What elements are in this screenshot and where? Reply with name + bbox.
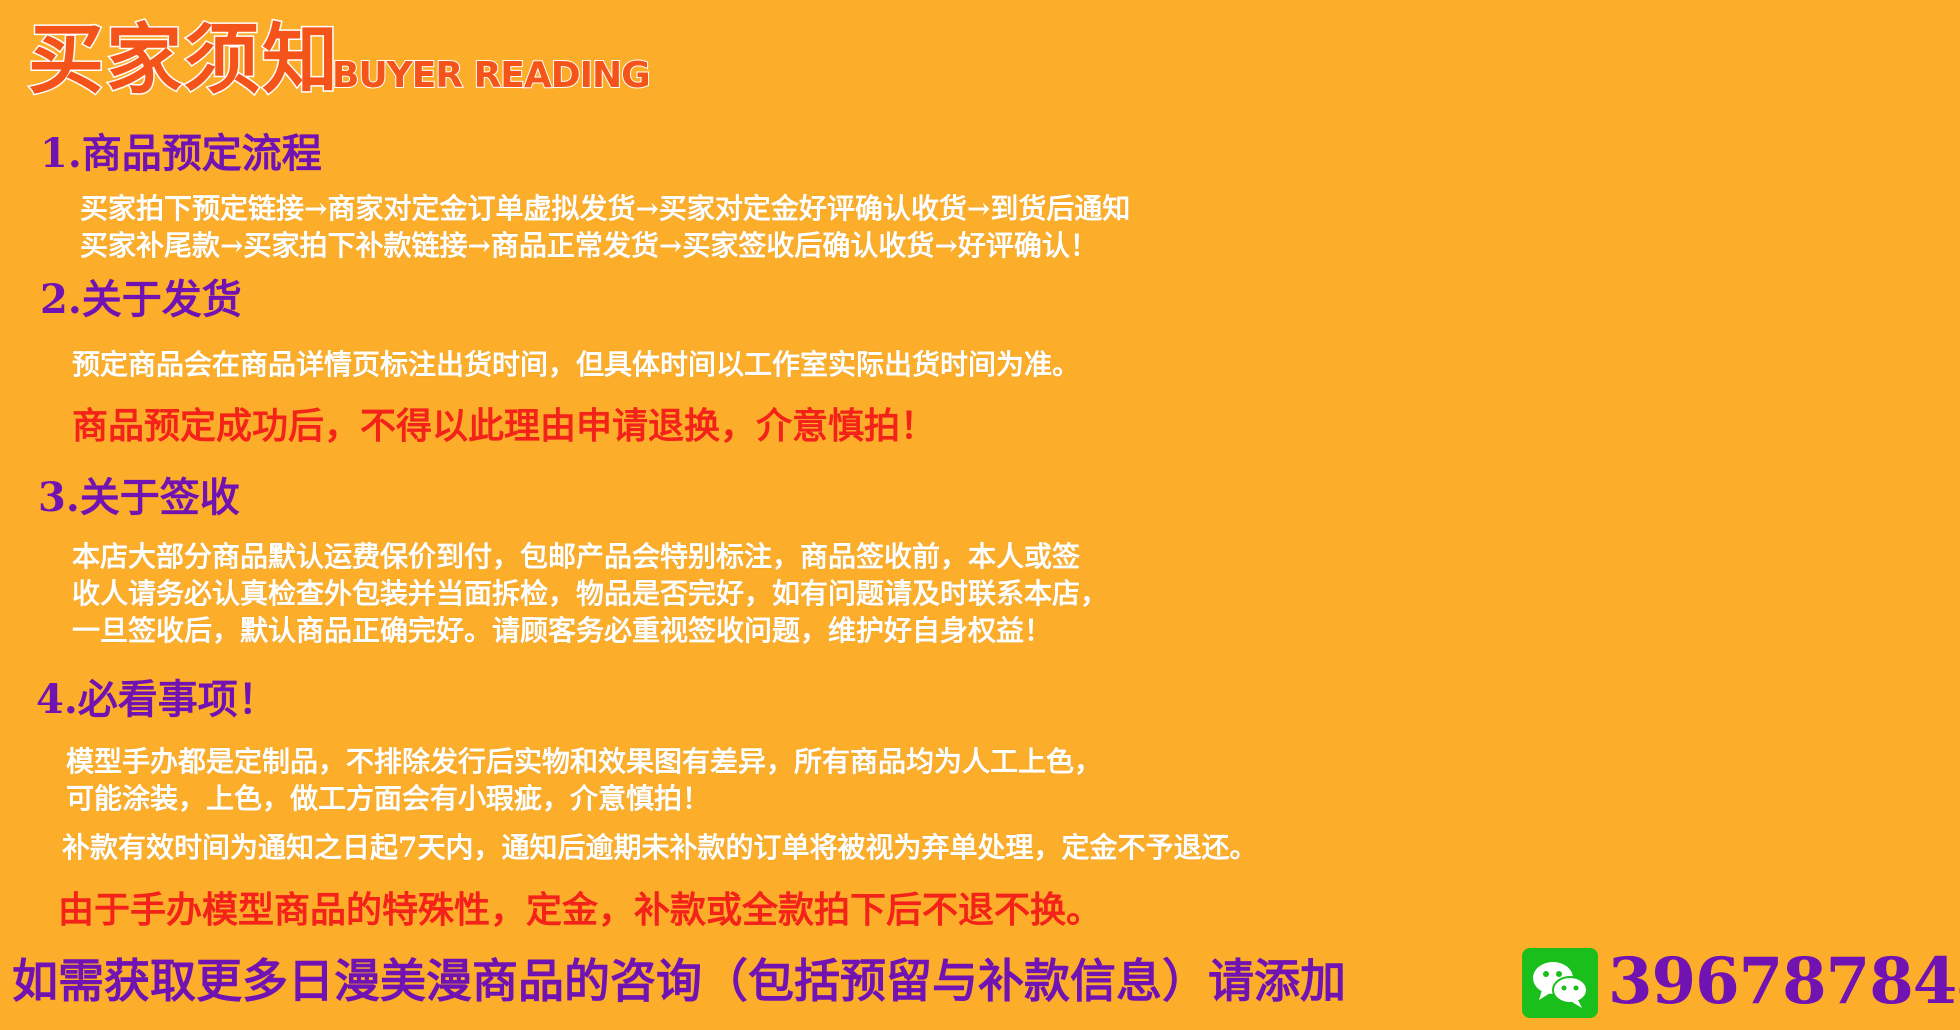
section-1-line-2: 买家补尾款→买家拍下补款链接→商品正常发货→买家签收后确认收货→好评确认！	[80, 229, 1098, 262]
page-title: 买家须知	[27, 15, 340, 104]
section-4-line-1: 模型手办都是定制品，不排除发行后实物和效果图有差异，所有商品均为人工上色，	[66, 745, 1103, 778]
wechat-icon	[1522, 948, 1598, 1018]
section-2-warning: 商品预定成功后，不得以此理由申请退换，介意慎拍！	[72, 405, 937, 447]
section-3-heading: 3.关于签收	[38, 474, 240, 521]
contact-number: 396787848	[1608, 944, 1960, 1019]
section-4-line-3: 补款有效时间为通知之日起7天内，通知后逾期未补款的订单将被视为弃单处理，定金不予…	[62, 831, 1258, 864]
section-3-line-2: 收人请务必认真检查外包装并当面拆检，物品是否完好，如有问题请及时联系本店，	[72, 577, 1109, 610]
section-4-line-2: 可能涂装，上色，做工方面会有小瑕疵，介意慎拍！	[66, 782, 711, 815]
footer-contact-text: 如需获取更多日漫美漫商品的咨询（包括预留与补款信息）请添加	[12, 954, 1346, 1008]
section-2-line-1: 预定商品会在商品详情页标注出货时间，但具体时间以工作室实际出货时间为准。	[72, 348, 1081, 381]
section-4-warning: 由于手办模型商品的特殊性，定金，补款或全款拍下后不退不换。	[58, 889, 1103, 931]
page-subtitle-en: BUYER READING	[331, 55, 652, 96]
section-2-heading: 2.关于发货	[40, 276, 242, 323]
section-4-heading: 4.必看事项！	[36, 676, 278, 723]
section-1-line-1: 买家拍下预定链接→商家对定金订单虚拟发货→买家对定金好评确认收货→到货后通知	[80, 192, 1131, 225]
section-3-line-1: 本店大部分商品默认运费保价到付，包邮产品会特别标注，商品签收前，本人或签	[72, 540, 1081, 573]
section-1-heading: 1.商品预定流程	[40, 130, 322, 177]
section-3-line-3: 一旦签收后，默认商品正确完好。请顾客务必重视签收问题，维护好自身权益！	[72, 614, 1053, 647]
